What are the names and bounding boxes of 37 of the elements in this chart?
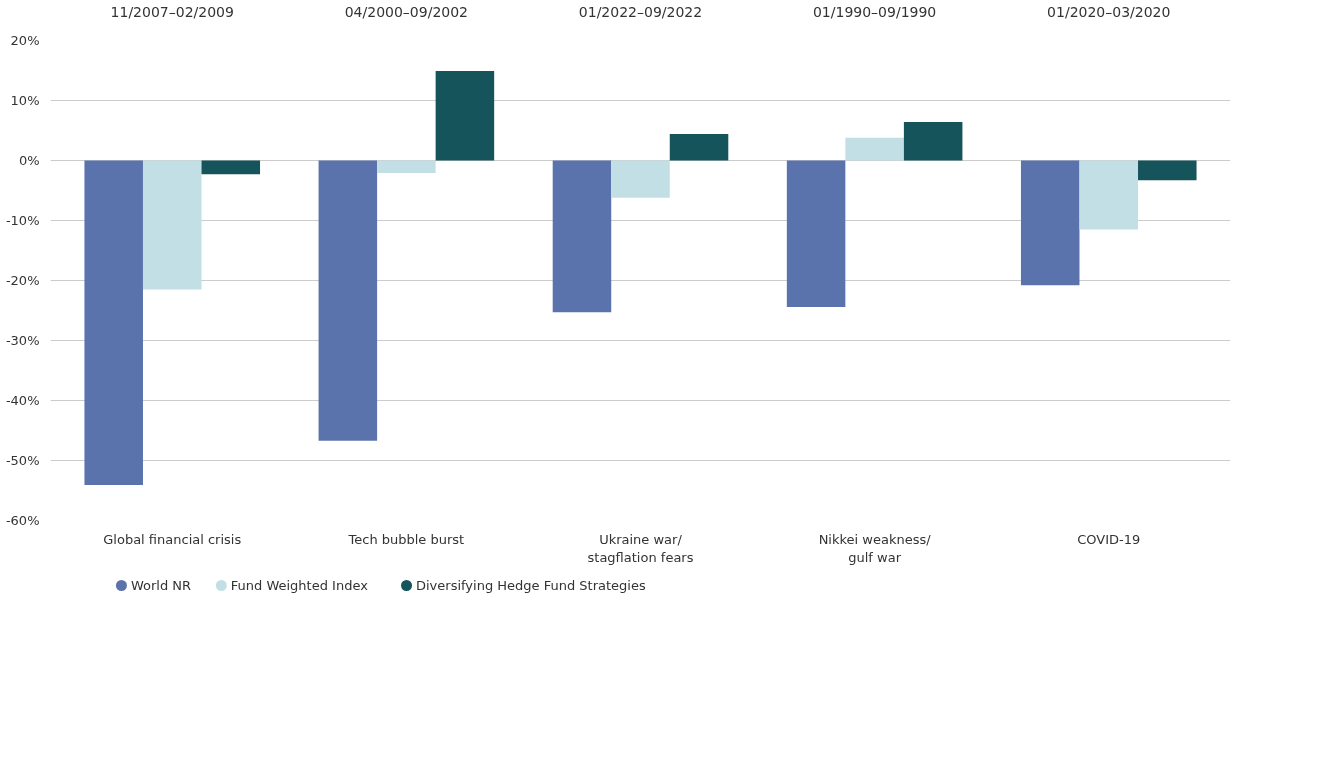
- y-tick-label: 10%: [10, 93, 40, 108]
- legend-label: Fund Weighted Index: [230, 578, 369, 593]
- y-tick-label: -10%: [5, 213, 40, 228]
- x-tick-label: COVID-19: [1077, 531, 1141, 547]
- y-tick-label: 20%: [10, 33, 40, 48]
- x-tick-label: Nikkei weakness/ gulf war: [818, 531, 932, 565]
- bar: [786, 160, 846, 307]
- bar: [201, 160, 261, 175]
- bar: [903, 122, 963, 161]
- bar: [1020, 160, 1080, 286]
- legend-label: Diversifying Hedge Fund Strategies: [415, 578, 646, 593]
- bar: [845, 137, 904, 161]
- bar: [1138, 160, 1197, 181]
- bar: [377, 160, 436, 174]
- bar: [669, 134, 729, 161]
- bar: [435, 71, 495, 161]
- bar: [84, 160, 143, 486]
- text: 01/1990–09/1990: [812, 3, 937, 20]
- bar: [142, 160, 202, 290]
- bar: [611, 160, 670, 198]
- bar: [1079, 160, 1139, 230]
- text: 11/2007–02/2009: [110, 3, 234, 20]
- y-tick-label: -20%: [5, 273, 40, 288]
- y-tick-label: -50%: [5, 453, 40, 468]
- y-tick-label: -40%: [5, 393, 40, 408]
- legend-label: World NR: [130, 578, 192, 593]
- x-tick-label: Ukraine war/ stagflation fears: [587, 531, 694, 565]
- y-tick-label: -60%: [5, 513, 40, 528]
- text: 01/2022–09/2022: [578, 3, 703, 20]
- y-tick-label: 0%: [18, 153, 40, 168]
- bar: [318, 160, 378, 441]
- x-tick-label: Tech bubble burst: [347, 531, 465, 547]
- bar: [552, 160, 612, 313]
- text: 01/2020–03/2020: [1047, 3, 1171, 20]
- x-tick-label: Global financial crisis: [103, 531, 242, 547]
- text: 04/2000–09/2002: [344, 3, 469, 20]
- y-tick-label: -30%: [5, 333, 40, 348]
